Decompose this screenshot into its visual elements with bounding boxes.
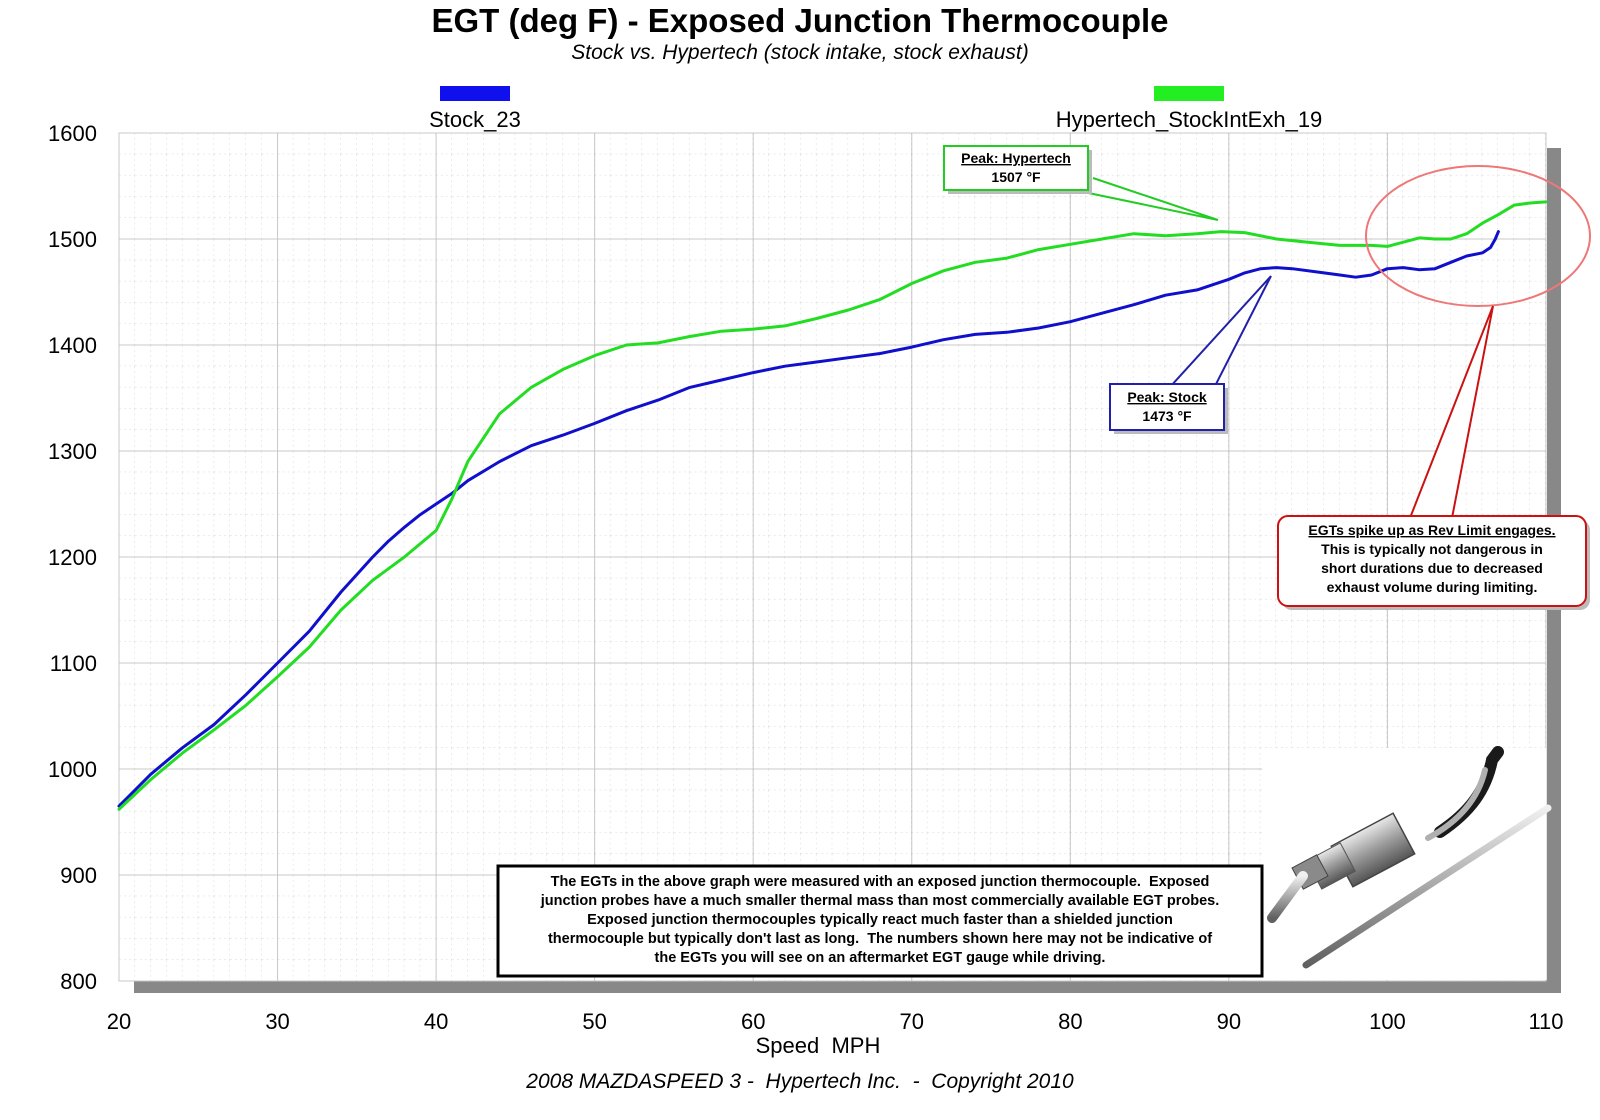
callout-peak-hypertech-title: Peak: Hypertech — [961, 150, 1071, 166]
callout-peak-hypertech: Peak: Hypertech 1507 °F — [943, 145, 1219, 221]
note-line-2: junction probes have a much smaller ther… — [540, 893, 1220, 909]
callout-peak-stock-title: Peak: Stock — [1127, 389, 1207, 405]
callout-rev-limit-line-2: short durations due to decreased — [1321, 560, 1543, 576]
y-tick-label-1200: 1200 — [48, 545, 97, 570]
legend: Stock_23 Hypertech_StockIntExh_19 — [429, 86, 1322, 132]
y-tick-label-1300: 1300 — [48, 439, 97, 464]
callout-peak-hypertech-pointer — [1073, 177, 1219, 221]
y-tick-labels: 800 900 1000 1100 1200 1300 1400 1500 1600 — [48, 121, 97, 994]
callout-peak-stock: Peak: Stock 1473 °F — [1109, 275, 1272, 434]
chart-subtitle: Stock vs. Hypertech (stock intake, stock… — [571, 41, 1029, 64]
callout-rev-limit-line-3: exhaust volume during limiting. — [1327, 579, 1538, 595]
callout-peak-stock-box — [1109, 383, 1225, 431]
x-tick-label-70: 70 — [900, 1009, 924, 1034]
callout-peak-hypertech-box — [943, 145, 1089, 191]
y-tick-label-800: 800 — [60, 969, 97, 994]
note-box-frame — [496, 864, 1264, 978]
callout-rev-limit-box — [1277, 515, 1587, 607]
legend-swatch-stock — [440, 86, 510, 101]
callout-rev-limit-pointer — [1409, 305, 1494, 519]
note-box: The EGTs in the above graph were measure… — [496, 864, 1264, 978]
legend-label-hypertech: Hypertech_StockIntExh_19 — [1056, 107, 1323, 132]
callout-peak-stock-pointer — [1169, 275, 1272, 391]
rev-limit-highlight-ellipse — [1365, 165, 1591, 307]
plot-shadow-bottom — [134, 980, 1561, 993]
y-tick-label-900: 900 — [60, 863, 97, 888]
legend-swatch-hypertech — [1154, 86, 1224, 101]
callout-rev-limit-title: EGTs spike up as Rev Limit engages. — [1308, 522, 1555, 538]
x-tick-label-60: 60 — [741, 1009, 765, 1034]
x-tick-label-100: 100 — [1369, 1009, 1406, 1034]
x-tick-label-80: 80 — [1058, 1009, 1082, 1034]
y-tick-label-1400: 1400 — [48, 333, 97, 358]
note-line-3: Exposed junction thermocouples typically… — [587, 912, 1173, 928]
callout-peak-stock-value: 1473 °F — [1142, 408, 1192, 424]
chart-title: EGT (deg F) - Exposed Junction Thermocou… — [431, 2, 1168, 39]
y-tick-label-1100: 1100 — [50, 651, 97, 676]
note-line-1: The EGTs in the above graph were measure… — [551, 874, 1210, 890]
note-line-4: thermocouple but typically don't last as… — [548, 931, 1212, 947]
legend-label-stock: Stock_23 — [429, 107, 521, 132]
callout-rev-limit-line-1: This is typically not dangerous in — [1321, 541, 1543, 557]
note-line-5: the EGTs you will see on an aftermarket … — [655, 950, 1106, 966]
x-tick-label-90: 90 — [1217, 1009, 1241, 1034]
chart-footer: 2008 MAZDASPEED 3 - Hypertech Inc. - Cop… — [525, 1070, 1074, 1093]
x-tick-label-30: 30 — [265, 1009, 289, 1034]
y-tick-label-1000: 1000 — [48, 757, 97, 782]
x-tick-labels: 20 30 40 50 60 70 80 90 100 110 — [107, 1009, 1564, 1034]
x-tick-label-40: 40 — [424, 1009, 448, 1034]
callout-rev-limit: EGTs spike up as Rev Limit engages. This… — [1277, 165, 1591, 610]
thermocouple-probe-image — [1262, 746, 1552, 980]
series-line-hypertech — [117, 200, 1548, 811]
y-tick-label-1500: 1500 — [48, 227, 97, 252]
x-axis-label: Speed MPH — [756, 1033, 881, 1058]
callout-peak-hypertech-value: 1507 °F — [991, 169, 1041, 185]
x-tick-label-20: 20 — [107, 1009, 131, 1034]
x-tick-label-110: 110 — [1528, 1009, 1563, 1034]
x-tick-label-50: 50 — [582, 1009, 606, 1034]
y-tick-label-1600: 1600 — [48, 121, 97, 146]
